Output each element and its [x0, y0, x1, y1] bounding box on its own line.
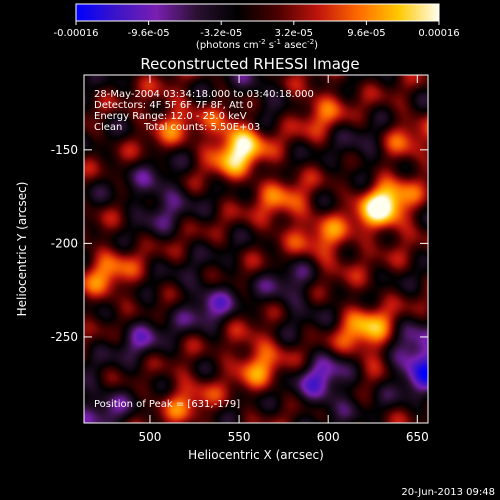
- x-axis-ticks: 500 550 600 650: [138, 75, 429, 444]
- x-tick-label: 550: [228, 430, 251, 444]
- colorbar-tick-label-4: 9.6e-05: [347, 28, 385, 39]
- annotation-counts: Total counts: 5.50E+03: [143, 122, 260, 133]
- colorbar-tick-label-1: -9.6e-05: [128, 28, 170, 39]
- colorbar-tick-label-3: 3.2e-05: [275, 28, 313, 39]
- y-tick-label: -250: [51, 330, 78, 344]
- colorbar: [75, 3, 440, 22]
- chart-title: Reconstructed RHESSI Image: [140, 55, 359, 73]
- colorbar-tick-label-5: 0.00016: [418, 28, 459, 39]
- x-tick-label: 600: [317, 430, 340, 444]
- colorbar-unit-label: (photons cm-2 s-1 asec-2): [196, 38, 318, 51]
- colorbar-ticks: [75, 21, 440, 25]
- x-tick-label: 500: [138, 430, 161, 444]
- colorbar-tick-label-0: -0.00016: [54, 28, 99, 39]
- annotation-peak-position: Position of Peak = [631,-179]: [94, 399, 240, 410]
- colorbar-tick-label-2: -3.2e-05: [200, 28, 242, 39]
- footer-date: 20-Jun-2013 09:48: [401, 487, 495, 498]
- y-tick-label: -150: [51, 143, 78, 157]
- y-axis-ticks: -150 -200 -250: [51, 143, 428, 344]
- annotation-method: Clean: [94, 122, 122, 133]
- heatmap-image: [84, 75, 428, 423]
- annotation-time: 28-May-2004 03:34:18.000 to 03:40:18.000: [94, 89, 314, 100]
- annotation-detectors: Detectors: 4F 5F 6F 7F 8F, Att 0: [94, 100, 253, 111]
- annotation-energy: Energy Range: 12.0 - 25.0 keV: [94, 111, 247, 122]
- plot-frame: [83, 74, 429, 424]
- x-tick-label: 650: [406, 430, 429, 444]
- y-axis-label: Heliocentric Y (arcsec): [15, 182, 29, 317]
- y-tick-label: -200: [51, 236, 78, 250]
- x-axis-label: Heliocentric X (arcsec): [188, 448, 324, 462]
